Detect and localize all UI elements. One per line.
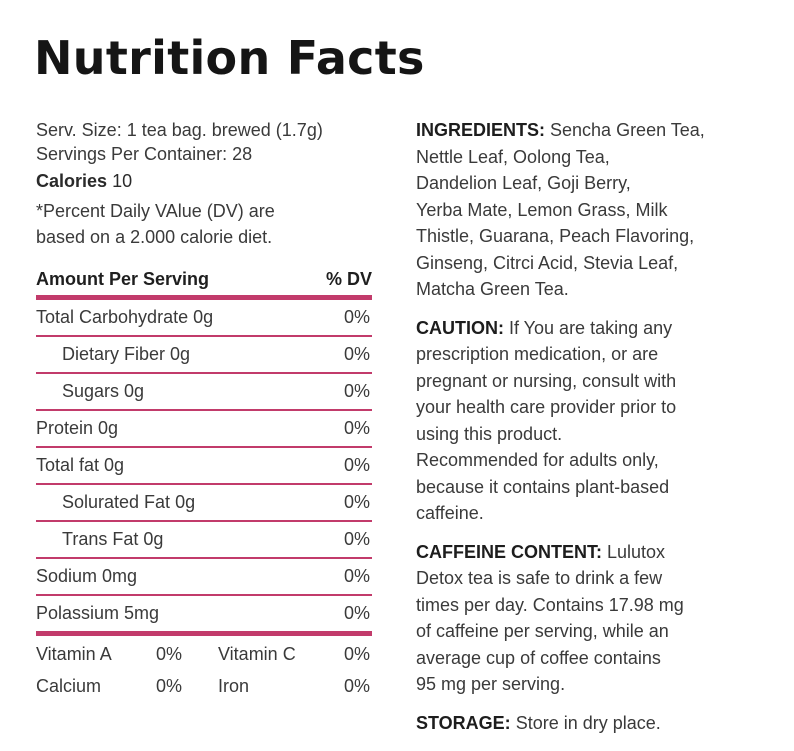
- table-row: Polassium 5mg 0%: [36, 596, 372, 636]
- nutrient-dv: 0%: [343, 418, 370, 438]
- nutrient-label: Total Carbohydrate 0g: [36, 307, 214, 327]
- header-percent-dv: % DV: [325, 268, 372, 289]
- storage-line: STORAGE: Store in dry place.: [416, 712, 661, 733]
- ingredients-label: INGREDIENTS:: [416, 120, 546, 140]
- table-row: Protein 0g 0%: [36, 411, 372, 448]
- nutrient-label: Sodium 0mg: [36, 566, 138, 586]
- caution-line: prescription medication, or are: [416, 344, 659, 364]
- header-amount-per-serving: Amount Per Serving: [36, 268, 210, 289]
- nutrient-dv: 0%: [343, 529, 370, 549]
- serving-info: Serv. Size: 1 tea bag. brewed (1.7g) Ser…: [36, 118, 372, 250]
- caution-line: pregnant or nursing, consult with: [416, 370, 677, 391]
- nutrient-label: Total fat 0g: [36, 455, 125, 475]
- nutrient-dv: 0%: [343, 307, 370, 327]
- storage-label: STORAGE:: [416, 712, 511, 733]
- nutrient-dv: 0%: [343, 455, 370, 475]
- table-row: Dietary Fiber 0g 0%: [36, 337, 372, 374]
- nutrient-label: Polassium 5mg: [36, 603, 160, 623]
- caution-line: using this product.: [416, 423, 563, 444]
- nutrient-label: Trans Fat 0g: [62, 529, 164, 549]
- nutrient-dv: 0%: [343, 603, 370, 623]
- nutrient-dv: 0%: [343, 566, 370, 586]
- caffeine-line: of caffeine per serving, while an: [416, 621, 669, 641]
- caution-label: CAUTION:: [416, 317, 504, 338]
- storage-section: STORAGE: Store in dry place.: [416, 710, 771, 737]
- caffeine-line: 95 mg per serving.: [416, 674, 566, 694]
- vitamin-dv: 0%: [156, 676, 183, 696]
- calories-value: 10: [112, 171, 133, 191]
- nutrient-table: Amount Per Serving % DV Total Carbohydra…: [36, 263, 372, 636]
- caffeine-line: Detox tea is safe to drink a few: [416, 568, 663, 588]
- nutrient-dv: 0%: [343, 381, 370, 401]
- vitamins-minerals: Vitamin A 0% Vitamin C 0% Calcium 0% Iro…: [36, 640, 372, 704]
- caffeine-label: CAFFEINE CONTENT:: [416, 541, 602, 562]
- caution-line: CAUTION: If You are taking any: [416, 317, 673, 338]
- table-row: Solurated Fat 0g 0%: [36, 485, 372, 522]
- caffeine-line: CAFFEINE CONTENT: Lulutox: [416, 541, 666, 562]
- ingredients-line: Yerba Mate, Lemon Grass, Milk: [416, 199, 668, 220]
- table-header: Amount Per Serving % DV: [36, 263, 372, 300]
- daily-value-note: *Percent Daily VAlue (DV) are based on a…: [36, 198, 372, 250]
- caution-line: your health care provider prior to: [416, 397, 677, 417]
- dv-note-line: *Percent Daily VAlue (DV) are: [36, 201, 275, 221]
- ingredients-line: Dandelion Leaf, Goji Berry,: [416, 173, 631, 193]
- vitamin-name: Iron: [218, 676, 250, 696]
- page-title: Nutrition Facts: [34, 31, 425, 85]
- table-row: Sugars 0g 0%: [36, 374, 372, 411]
- vitamin-name: Vitamin A: [36, 644, 112, 664]
- caution-section: CAUTION: If You are taking any prescript…: [416, 315, 771, 527]
- nutrient-label: Solurated Fat 0g: [62, 492, 196, 512]
- vitamin-name: Calcium: [36, 676, 102, 696]
- table-row: Total Carbohydrate 0g 0%: [36, 300, 372, 337]
- caffeine-section: CAFFEINE CONTENT: Lulutox Detox tea is s…: [416, 539, 771, 698]
- table-row: Trans Fat 0g 0%: [36, 522, 372, 559]
- nutrient-label: Protein 0g: [36, 418, 119, 438]
- dv-note-line: based on a 2.000 calorie diet.: [36, 227, 273, 247]
- servings-per-container: Servings Per Container: 28: [36, 144, 253, 164]
- caution-line: caffeine.: [416, 503, 484, 523]
- ingredients-line: Ginseng, Citrci Acid, Stevia Leaf,: [416, 252, 679, 273]
- nutrient-dv: 0%: [343, 344, 370, 364]
- table-row: Sodium 0mg 0%: [36, 559, 372, 596]
- nutrient-label: Sugars 0g: [62, 381, 145, 401]
- calories-label: Calories: [36, 171, 108, 191]
- vitamin-dv: 0%: [343, 644, 370, 664]
- caffeine-line: average cup of coffee contains: [416, 647, 661, 668]
- caffeine-line: times per day. Contains 17.98 mg: [416, 594, 684, 615]
- vitamin-dv: 0%: [156, 644, 183, 664]
- nutrient-dv: 0%: [343, 492, 370, 512]
- serving-size: Serv. Size: 1 tea bag. brewed (1.7g): [36, 120, 323, 140]
- calories: Calories 10: [36, 168, 372, 194]
- ingredients-line: Nettle Leaf, Oolong Tea,: [416, 146, 610, 167]
- vitamin-row: Calcium 0% Iron 0%: [36, 672, 372, 704]
- ingredients-section: INGREDIENTS: Sencha Green Tea, Nettle Le…: [416, 117, 771, 303]
- vitamin-row: Vitamin A 0% Vitamin C 0%: [36, 640, 372, 672]
- vitamin-name: Vitamin C: [218, 644, 296, 664]
- vitamin-dv: 0%: [343, 676, 370, 696]
- ingredients-line: Matcha Green Tea.: [416, 279, 569, 299]
- ingredients-line: INGREDIENTS: Sencha Green Tea,: [416, 120, 705, 140]
- table-row: Total fat 0g 0%: [36, 448, 372, 485]
- caution-line: Recommended for adults only,: [416, 450, 659, 470]
- nutrient-label: Dietary Fiber 0g: [62, 344, 191, 364]
- ingredients-line: Thistle, Guarana, Peach Flavoring,: [416, 226, 695, 246]
- product-info: INGREDIENTS: Sencha Green Tea, Nettle Le…: [416, 117, 771, 748]
- caution-line: because it contains plant-based: [416, 476, 670, 497]
